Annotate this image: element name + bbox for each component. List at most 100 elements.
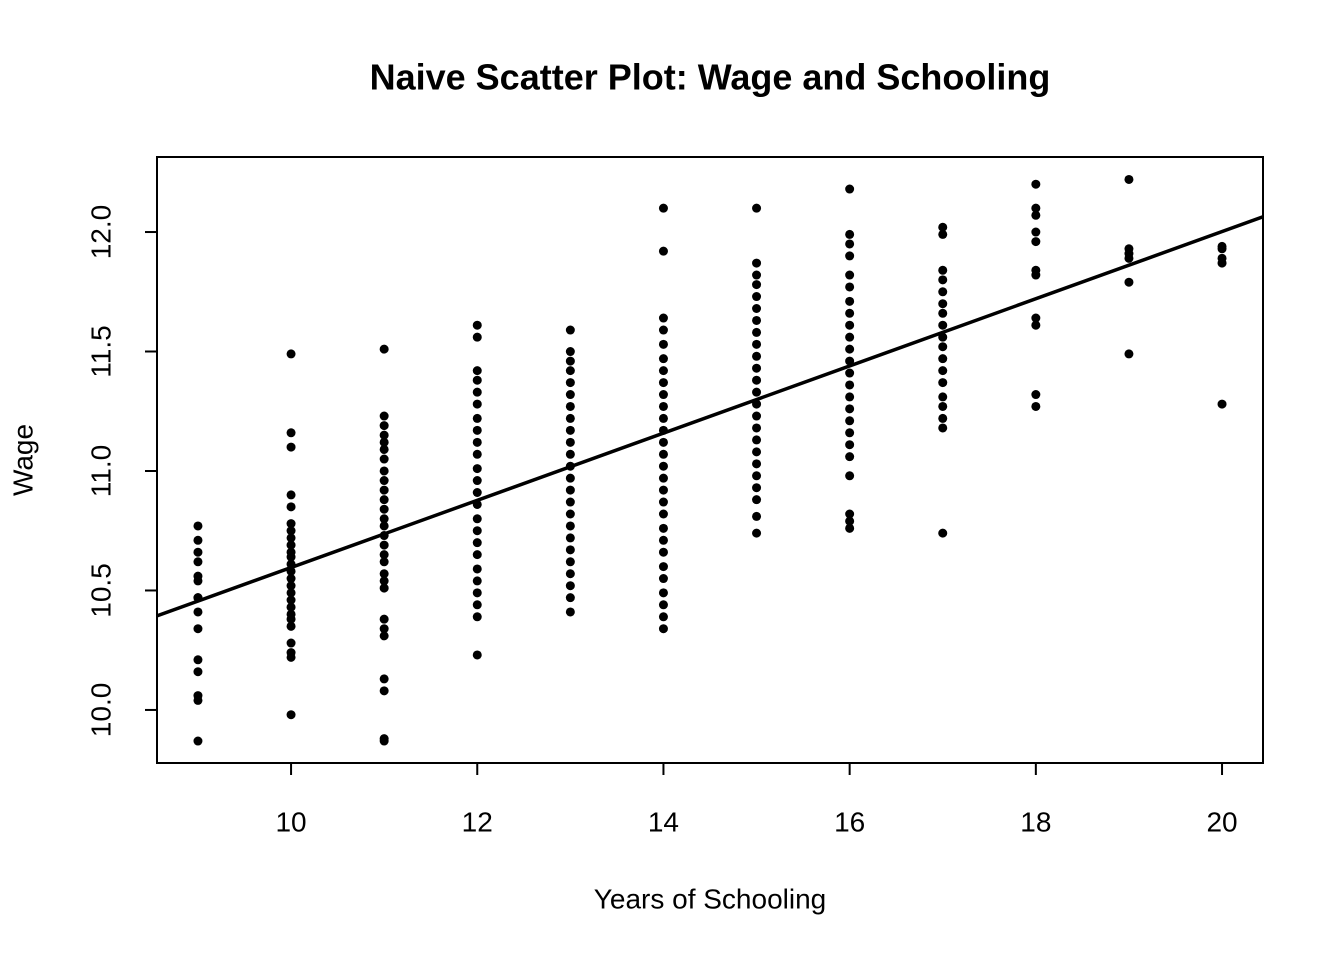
data-point [1031, 390, 1041, 400]
data-point [472, 476, 482, 486]
data-point [658, 497, 668, 507]
data-point [752, 339, 762, 349]
data-point [472, 375, 482, 385]
data-point [286, 519, 296, 529]
data-point [472, 437, 482, 447]
data-point [752, 258, 762, 268]
data-point [938, 342, 948, 352]
data-point [193, 521, 203, 531]
data-point [658, 246, 668, 256]
data-point [286, 552, 296, 562]
data-point [658, 612, 668, 622]
data-point [472, 425, 482, 435]
data-point [845, 404, 855, 414]
data-point [752, 447, 762, 457]
data-point [752, 363, 762, 373]
data-point [379, 540, 389, 550]
data-point [565, 378, 575, 388]
data-point [938, 287, 948, 297]
data-point [658, 473, 668, 483]
data-point [1031, 401, 1041, 411]
data-point [379, 437, 389, 447]
data-point [938, 308, 948, 318]
data-point [472, 588, 482, 598]
data-point [752, 483, 762, 493]
data-point [565, 557, 575, 567]
data-point [379, 495, 389, 505]
data-point [472, 576, 482, 586]
data-point [193, 624, 203, 634]
data-point [658, 325, 668, 335]
data-point [938, 320, 948, 330]
data-point [1124, 349, 1134, 359]
data-point [379, 430, 389, 440]
data-point [379, 466, 389, 476]
data-point [845, 320, 855, 330]
data-point [472, 464, 482, 474]
plot-area [157, 174, 1263, 746]
data-point [938, 222, 948, 232]
data-point [472, 366, 482, 376]
y-tick-label: 10.0 [85, 683, 116, 738]
data-point [286, 490, 296, 500]
data-point [379, 569, 389, 579]
data-point [752, 304, 762, 313]
data-point [658, 390, 668, 400]
data-point [565, 545, 575, 555]
data-point [845, 516, 855, 526]
data-point [845, 332, 855, 342]
data-point [938, 423, 948, 433]
data-point [565, 347, 575, 357]
data-point [379, 736, 389, 746]
data-point [286, 349, 296, 359]
data-point [379, 624, 389, 634]
data-point [658, 600, 668, 610]
data-point [658, 413, 668, 423]
data-point [286, 588, 296, 598]
data-point [565, 413, 575, 423]
data-point [1217, 399, 1227, 409]
data-point [286, 652, 296, 662]
data-point [472, 612, 482, 622]
data-point [938, 275, 948, 285]
data-point [845, 296, 855, 306]
data-point [565, 366, 575, 376]
data-point [565, 569, 575, 579]
data-point [845, 428, 855, 438]
data-point [379, 504, 389, 514]
data-point [658, 461, 668, 471]
data-point [658, 366, 668, 376]
data-point [658, 401, 668, 411]
data-point [286, 710, 296, 720]
data-point [193, 736, 203, 746]
x-tick-label: 14 [648, 806, 679, 837]
data-point [472, 413, 482, 423]
x-tick-label: 10 [275, 806, 306, 837]
data-point [938, 413, 948, 423]
data-point [752, 387, 762, 397]
data-point [379, 631, 389, 641]
data-point [472, 514, 482, 524]
y-tick-label: 11.0 [85, 445, 116, 497]
data-point [379, 514, 389, 524]
data-point [752, 315, 762, 325]
data-point [193, 695, 203, 705]
data-point [565, 581, 575, 591]
data-point [845, 392, 855, 402]
data-point [845, 184, 855, 194]
data-point [1031, 203, 1041, 213]
data-point [379, 686, 389, 696]
data-point [286, 621, 296, 631]
data-point [565, 497, 575, 507]
data-point [379, 454, 389, 464]
data-point [845, 368, 855, 378]
data-point [845, 440, 855, 450]
data-point [1031, 237, 1041, 247]
data-point [379, 476, 389, 486]
data-point [379, 557, 389, 567]
data-point [472, 449, 482, 459]
data-point [845, 251, 855, 261]
data-point [472, 600, 482, 610]
data-point [938, 229, 948, 239]
